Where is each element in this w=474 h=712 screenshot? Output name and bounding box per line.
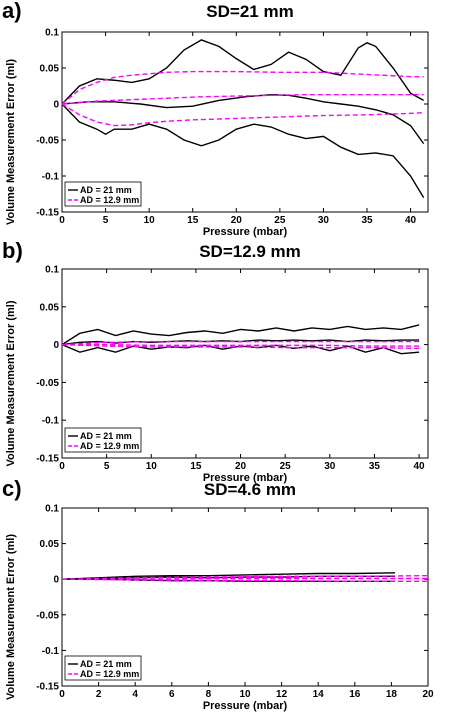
y-tick-label: -0.1: [42, 416, 60, 427]
panel-b-title: SD=12.9 mm: [199, 242, 301, 261]
panel-b-letter: b): [2, 238, 23, 263]
y-tick-label: 0.05: [40, 302, 60, 313]
x-tick-label: 10: [146, 461, 158, 472]
y-tick-label: 0.1: [45, 504, 59, 515]
series-line-ad-21-lower: [61, 343, 420, 355]
chart-1: 0 5 10 15 20 25 30 35 40 -0.15 -0.1 -0.05 0 0.05 0.1 Pr…: [5, 28, 429, 238]
x-tick-label: 30: [318, 215, 330, 226]
x-tick-label: 18: [386, 689, 398, 700]
series-line-ad-12-9-lower: [61, 103, 424, 127]
x-tick-label: 0: [59, 689, 65, 700]
y-axis-label: Volume Measurement Error (ml): [5, 534, 17, 700]
panel-c-letter: c): [2, 476, 22, 501]
y-tick-label: -0.1: [42, 172, 60, 183]
legend-box: [64, 655, 142, 681]
x-tick-label: 2: [96, 689, 102, 700]
x-axis-label: Pressure (mbar): [203, 700, 288, 712]
series-line-ad-12-9-middle: [61, 93, 424, 105]
x-tick-label: 15: [187, 215, 199, 226]
x-axis-label: Pressure (mbar): [203, 472, 288, 484]
x-tick-label: 10: [239, 689, 251, 700]
chart-3: 0 2 4 6 8 10 12 14 16 18 20 -0.15 -0.1 -0.05 0 0.05 0.1 P…: [5, 504, 434, 712]
series-line-ad-12-9-lower: [61, 343, 420, 350]
legend-box: [64, 427, 142, 453]
legend-box: [64, 181, 142, 207]
series-line-ad-12-9-upper: [61, 70, 424, 105]
x-tick-label: 30: [324, 461, 336, 472]
series-line-ad-21-lower: [61, 103, 425, 198]
plot-frame: [61, 268, 429, 459]
y-axis-label: Volume Measurement Error (ml): [5, 59, 17, 225]
x-tick-label: 25: [280, 461, 292, 472]
legend-entry: AD = 21 mm: [80, 185, 132, 195]
legend-entry: AD = 21 mm: [80, 659, 132, 669]
x-tick-label: 35: [361, 215, 373, 226]
chart-2: 0 5 10 15 20 25 30 35 40 -0.15 -0.1 -0.05 0 0.05 0.1 Pr…: [5, 265, 429, 484]
x-tick-label: 10: [144, 215, 156, 226]
legend-entry: AD = 12.9 mm: [80, 195, 139, 205]
series-line-ad-12-9-upper: [61, 574, 429, 580]
x-tick-label: 20: [231, 215, 243, 226]
series-line-ad-21-upper: [61, 572, 396, 580]
x-tick-label: 8: [206, 689, 212, 700]
y-tick-label: 0.1: [45, 265, 59, 276]
panel-c-title: SD=4.6 mm: [203, 480, 297, 499]
x-tick-label: 4: [132, 689, 138, 700]
y-tick-label: -0.15: [36, 454, 59, 465]
x-tick-label: 40: [405, 215, 417, 226]
y-tick-label: 0: [53, 100, 59, 111]
x-tick-label: 5: [104, 461, 110, 472]
x-axis-label: Pressure (mbar): [203, 226, 288, 238]
y-tick-label: 0.1: [45, 28, 59, 39]
y-tick-label: 0: [53, 575, 59, 586]
x-tick-label: 20: [235, 461, 247, 472]
series-line-ad-21-upper: [61, 324, 420, 346]
y-tick-label: -0.15: [36, 682, 59, 693]
x-tick-label: 25: [274, 215, 286, 226]
x-tick-label: 40: [414, 461, 426, 472]
y-tick-label: -0.05: [36, 136, 59, 147]
y-tick-label: -0.05: [36, 378, 59, 389]
y-tick-label: -0.05: [36, 610, 59, 621]
x-tick-label: 5: [103, 215, 109, 226]
legend-entry: AD = 21 mm: [80, 431, 132, 441]
x-tick-label: 20: [422, 689, 434, 700]
series-line-ad-21-upper: [61, 39, 424, 105]
x-tick-label: 0: [59, 461, 65, 472]
x-tick-label: 16: [349, 689, 361, 700]
x-tick-label: 12: [276, 689, 288, 700]
series-line-ad-12-9-upper: [61, 340, 420, 346]
y-tick-label: 0: [53, 340, 59, 351]
y-tick-label: 0.05: [40, 64, 60, 75]
series-line-ad-12-9-lower: [61, 578, 428, 583]
y-tick-label: -0.15: [36, 208, 59, 219]
y-tick-label: -0.1: [42, 646, 60, 657]
y-axis-label: Volume Measurement Error (ml): [5, 300, 17, 466]
x-tick-label: 35: [369, 461, 381, 472]
series-line-ad-12-9-middle: [62, 343, 420, 347]
x-tick-label: 14: [313, 689, 325, 700]
legend-entry: AD = 12.9 mm: [80, 669, 139, 679]
x-tick-label: 0: [59, 215, 65, 226]
panel-a-title: SD=21 mm: [206, 2, 294, 21]
y-tick-label: 0.05: [40, 539, 60, 550]
x-tick-label: 15: [190, 461, 202, 472]
legend-entry: AD = 12.9 mm: [80, 441, 139, 451]
panel-a-letter: a): [2, 0, 22, 23]
x-tick-label: 6: [169, 689, 175, 700]
